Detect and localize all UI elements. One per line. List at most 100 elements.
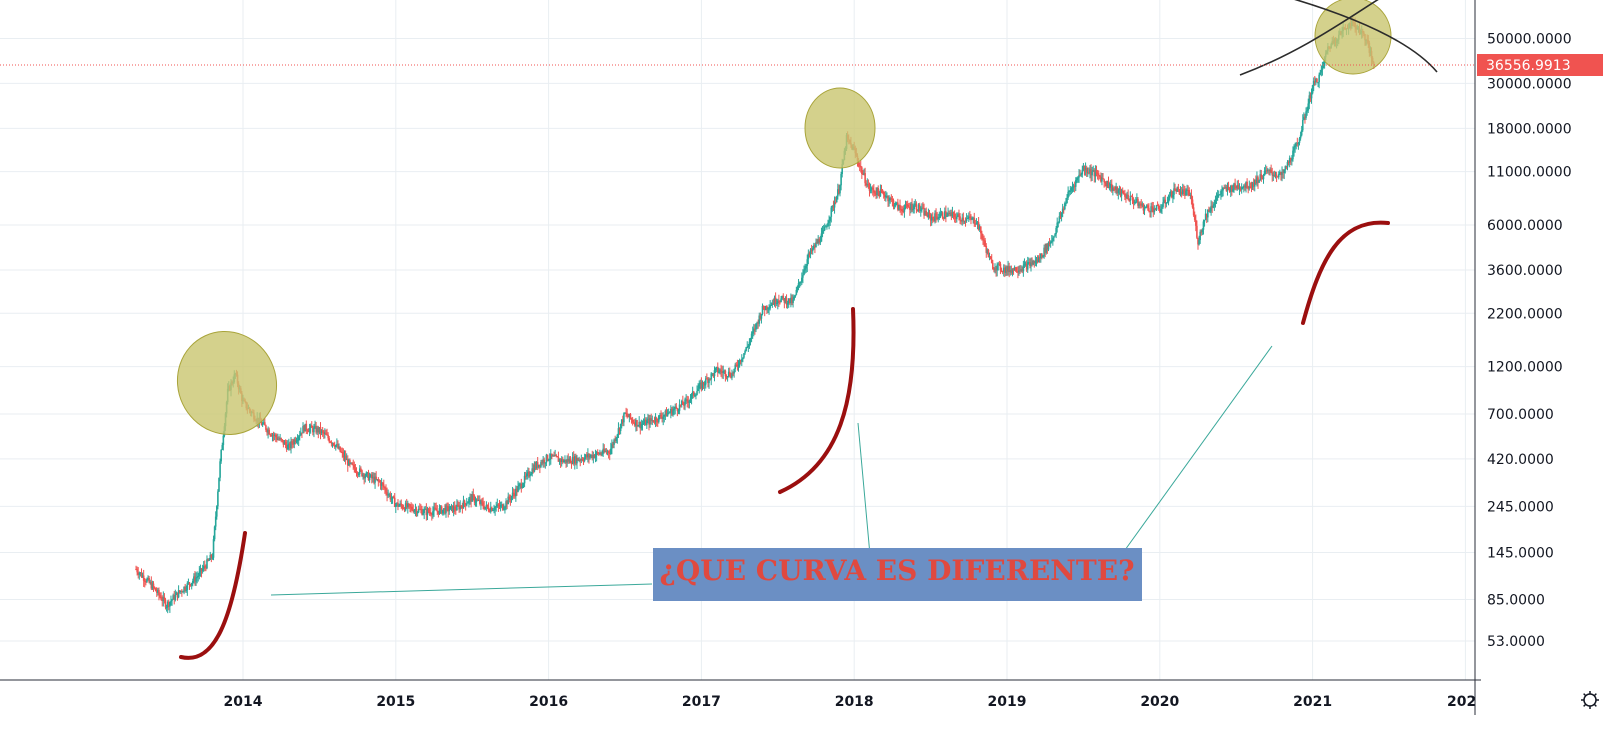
candle-body [592,454,595,459]
candle-body [1227,186,1230,189]
candle-body [941,212,944,218]
candle-body [358,468,361,474]
candle-body [756,322,758,324]
candle-body [1120,190,1123,196]
candle-body [282,440,285,445]
candle-body [723,370,726,372]
candle-body [957,214,959,217]
candle-body [886,196,888,198]
candle-body [588,454,590,458]
candle-body [1091,171,1093,176]
candle-body [1226,186,1229,191]
candle-body [568,458,571,462]
candle-body [1085,167,1088,173]
candle-body [548,458,551,460]
candle-body [1317,82,1319,84]
candle-body [682,401,684,405]
settings-gear-tooth [1593,693,1597,697]
candle-body [403,508,406,511]
candle-body [966,218,969,220]
candle-body [974,223,977,225]
candle-body [745,347,747,351]
y-tick-label: 3600.0000 [1487,263,1563,279]
candle-body [1300,130,1303,136]
candle-body [186,583,189,590]
candle-body [650,418,652,421]
candle-body [366,472,369,474]
candle-body [978,226,981,230]
candle-body [202,565,205,569]
candle-body [611,444,613,449]
candle-body [1195,219,1197,226]
candle-body [528,471,530,477]
candle-body [463,500,466,504]
candle-body [986,249,989,253]
candle-body [747,345,750,347]
candle-body [862,174,864,176]
candle-body [1181,189,1184,194]
candle-body [1205,213,1208,218]
candle-body [1083,165,1086,170]
candle-body [1128,199,1131,201]
candle-body [666,412,669,417]
candle-body [679,404,682,406]
candle-body [897,202,899,210]
candle-body [221,445,224,450]
candle-body [766,306,768,310]
peak-highlight-2021 [1314,0,1392,75]
candle-body [553,455,555,457]
candle-body [1127,194,1129,200]
candle-body [1247,188,1250,190]
candle-body [870,187,873,190]
y-tick-label: 6000.0000 [1487,218,1563,234]
candle-body [714,368,717,371]
annotations [176,0,1438,660]
candle-body [432,511,434,516]
candle-body [869,189,872,191]
candle-body [316,427,319,433]
candle-body [284,441,287,445]
candle-body [1221,190,1223,192]
candle-body [946,215,948,217]
candle-body [586,454,588,458]
candle-body [940,212,943,214]
annotation-banner[interactable]: ¿QUE CURVA ES DIFERENTE? [653,548,1142,601]
candle-body [1004,267,1006,273]
candle-body [942,217,945,219]
candle-body [1286,162,1289,168]
candle-body [718,371,720,373]
candle-body [949,212,952,214]
candle-body [543,459,546,464]
candle-body [583,457,586,461]
candle-body [494,507,496,510]
candle-body [1321,66,1324,70]
candle-body [1313,80,1316,83]
candle-body [1142,203,1145,211]
candle-body [1102,178,1104,180]
candle-body [659,414,661,416]
candle-body [189,584,192,586]
candle-body [276,437,278,440]
connector-line-2017 [857,422,871,556]
candle-body [595,452,598,456]
candle-body [1311,85,1314,94]
candle-body [732,373,734,375]
candle-body [570,463,573,465]
candle-body [724,370,727,377]
candle-body [760,313,763,319]
candle-body [395,504,397,507]
candle-body [376,479,379,481]
candle-body [1152,207,1155,213]
candle-body [1261,177,1264,180]
candle-body [1134,201,1137,203]
candle-body [413,510,416,512]
candle-body [994,268,996,270]
candle-body [1070,188,1073,191]
candle-body [603,448,606,452]
candle-body [1074,180,1077,187]
candle-body [1173,188,1175,195]
candle-body [374,476,376,483]
candle-body [1200,231,1203,233]
candle-body [929,214,932,221]
candle-body [933,218,935,221]
